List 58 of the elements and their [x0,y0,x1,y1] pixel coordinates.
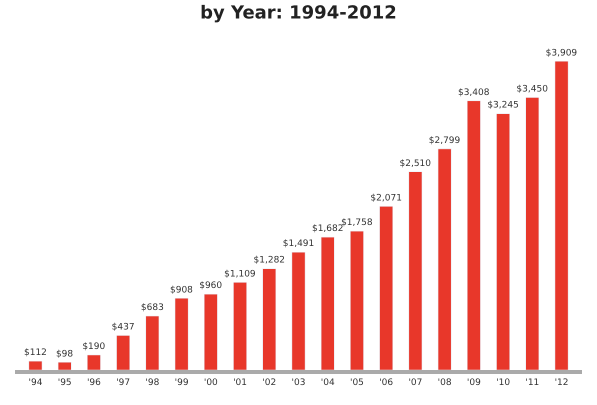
chart-title: by Year: 1994-2012 [200,2,397,24]
x-tick-label: '02 [262,378,276,388]
x-tick-label: '04 [320,378,335,388]
bar [408,172,422,370]
x-tick-label: '97 [116,378,130,388]
x-tick-label: '10 [496,378,510,388]
data-label: $3,909 [546,48,578,58]
x-tick-label: '98 [145,378,160,388]
data-label: $1,282 [254,256,286,266]
data-label: $2,799 [428,136,461,146]
bar [496,113,510,370]
data-label: $3,408 [458,88,490,98]
bar [28,360,42,370]
x-tick-label: '05 [350,378,364,388]
bar [292,252,306,370]
bar [204,294,218,370]
bar [467,100,481,370]
x-tick-label: '03 [292,378,306,388]
data-label: $437 [112,322,135,332]
data-label: $908 [170,285,194,296]
data-label: $960 [199,281,222,292]
bar [233,282,247,370]
bar [58,362,72,370]
x-tick-label: '96 [86,378,102,388]
bar [379,206,394,370]
x-tick-label: '95 [58,378,72,388]
x-tick-label: '09 [466,378,482,388]
bar [174,298,188,370]
data-label: $683 [140,303,164,314]
data-label: $190 [82,342,106,352]
x-tick-label: '99 [174,378,189,388]
data-label: $1,758 [341,218,373,228]
bar [350,230,364,370]
data-label: $1,109 [224,269,256,280]
data-label: $1,491 [282,239,314,250]
bar [438,148,452,370]
x-tick-label: '08 [438,378,452,388]
data-label: $98 [56,349,74,360]
x-tick-label: '12 [554,378,569,388]
x-tick-label: '00 [204,378,218,388]
data-label: $112 [24,348,47,358]
bar [262,268,276,370]
bar [116,335,130,370]
data-label: $2,510 [400,158,432,169]
x-tick-label: '01 [233,378,248,388]
x-tick-label: '06 [379,378,394,388]
x-tick-label: '94 [28,378,43,388]
data-label: $1,682 [312,224,344,234]
bar [554,61,568,370]
x-tick-label: '11 [525,378,540,388]
bar [87,354,101,370]
bar [320,236,335,370]
data-label: $3,245 [487,100,519,111]
x-tick-label: '07 [408,378,422,388]
data-label: $2,071 [370,193,402,204]
bar [146,316,160,370]
bar [525,97,540,370]
data-label: $3,450 [516,84,548,94]
